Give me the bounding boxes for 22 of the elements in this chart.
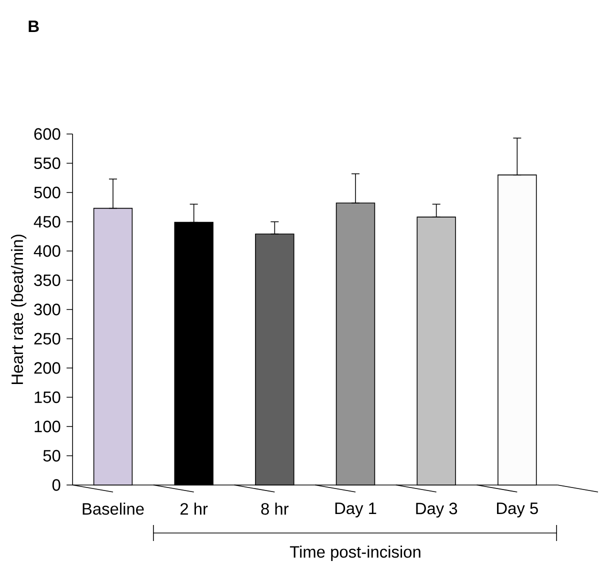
y-tick-label: 250: [34, 332, 60, 345]
y-tick-label: 0: [52, 479, 60, 491]
y-axis-title: Heart rate (beat/min): [11, 234, 26, 384]
y-tick-label: 200: [34, 362, 60, 374]
y-tick-label: 50: [43, 450, 60, 462]
y-tick-label: 350: [34, 274, 60, 286]
y-tick-label: 500: [34, 186, 60, 198]
y-tick-label: 300: [34, 304, 60, 316]
y-tick-label: 400: [34, 245, 60, 257]
y-tick-label: 100: [34, 420, 60, 432]
text: B: [28, 20, 39, 32]
x-tick-label: Day 5: [497, 502, 538, 518]
x-tick-label: Day 3: [416, 502, 458, 518]
x-tick-label: 2 hr: [180, 502, 208, 515]
y-tick-label: 550: [34, 157, 60, 170]
x-tick-label: Day 1: [335, 502, 376, 518]
x-axis-title: Time post-incision: [290, 546, 420, 561]
y-tick-label: 450: [34, 216, 60, 228]
x-tick-label: 8 hr: [261, 502, 289, 515]
y-tick-label: 150: [34, 391, 60, 404]
y-tick-label: 600: [34, 128, 60, 140]
x-tick-label: Baseline: [82, 502, 144, 515]
